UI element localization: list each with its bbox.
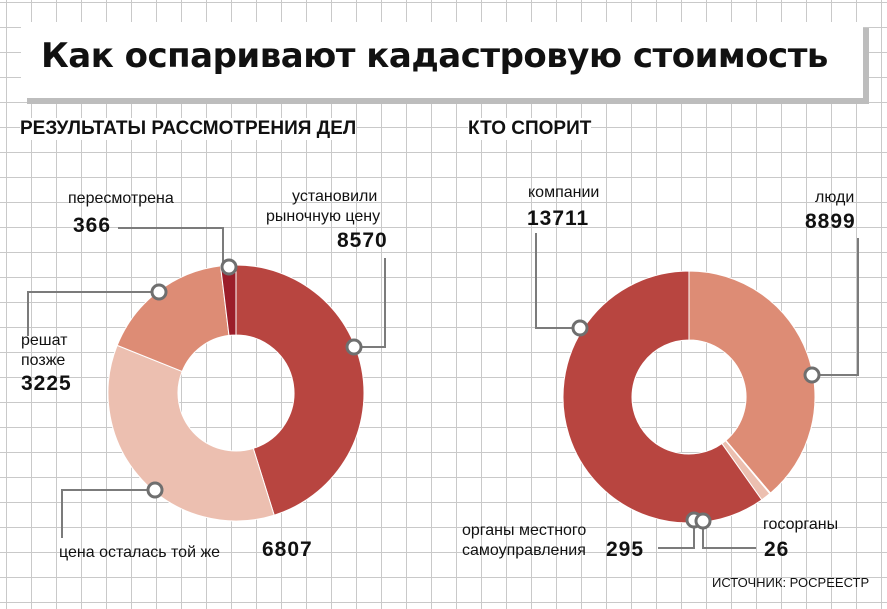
left-donut: [107, 264, 365, 522]
slice: [688, 270, 816, 494]
marker-ostalas: [146, 481, 164, 499]
label-reshat-1: решат: [21, 332, 68, 349]
left-chart-title: РЕЗУЛЬТАТЫ РАССМОТРЕНИЯ ДЕЛ: [20, 118, 357, 140]
marker-lyudi: [803, 366, 821, 384]
slice: [562, 270, 763, 524]
leader-mestnye: [658, 520, 695, 549]
label-kompanii: компании: [528, 184, 600, 201]
leader-kompanii: [535, 233, 580, 329]
value-gosorgany: 26: [764, 538, 790, 561]
value-peresmotrena: 366: [73, 214, 112, 237]
label-rynochnuyu-2: рыночную цену: [266, 208, 381, 225]
leader-rynochnuyu: [354, 258, 386, 348]
slice: [235, 264, 365, 516]
label-mestnye-1: органы местного: [462, 522, 587, 539]
leader-lines: [27, 227, 859, 549]
title-box: Как оспаривают кадастровую стоимость: [21, 22, 863, 98]
label-lyudi: люди: [815, 189, 855, 206]
marker-peresmotrena: [220, 258, 238, 276]
slice: [116, 265, 230, 373]
value-reshat: 3225: [21, 372, 72, 395]
label-ostalas: цена осталась той же: [59, 544, 221, 561]
leader-markers: [146, 258, 821, 530]
leader-reshat: [27, 291, 159, 336]
label-mestnye-2: самоуправления: [462, 542, 586, 559]
source-note: ИСТОЧНИК: РОСРЕЕСТР: [712, 575, 870, 590]
marker-rynochnuyu: [345, 338, 363, 356]
right-chart-title: КТО СПОРИТ: [468, 118, 592, 140]
value-mestnye: 295: [606, 538, 645, 561]
leader-ostalas: [61, 489, 155, 538]
right-donut: [562, 270, 816, 524]
value-rynochnuyu: 8570: [337, 229, 388, 252]
page-title: Как оспаривают кадастровую стоимость: [41, 36, 828, 76]
marker-gosorgany: [694, 512, 712, 530]
leader-gosorgany: [702, 521, 756, 549]
marker-kompanii: [571, 319, 589, 337]
label-reshat-2: позже: [21, 352, 66, 369]
slice: [107, 344, 275, 522]
leader-lyudi: [812, 238, 859, 376]
value-lyudi: 8899: [805, 210, 856, 233]
value-ostalas: 6807: [262, 538, 313, 561]
marker-reshat: [150, 283, 168, 301]
leader-peresmotrena: [118, 227, 224, 266]
label-rynochnuyu-1: установили: [292, 188, 378, 205]
value-kompanii: 13711: [527, 207, 590, 230]
label-peresmotrena: пересмотрена: [68, 190, 174, 207]
label-gosorgany: госорганы: [763, 516, 839, 533]
